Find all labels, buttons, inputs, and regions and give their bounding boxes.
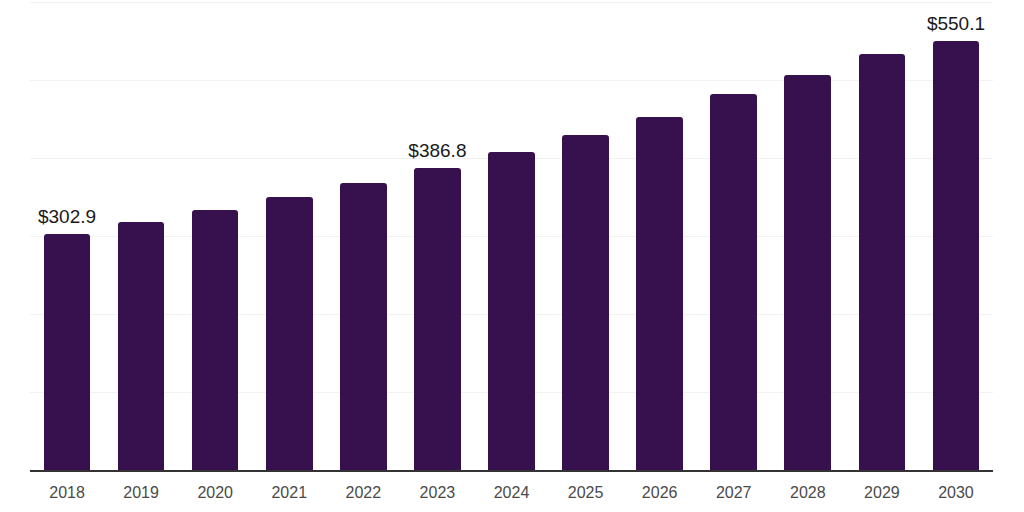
bar-slot-2021 — [252, 2, 326, 470]
x-tick-2025: 2025 — [549, 482, 623, 504]
bar-2021 — [266, 197, 313, 470]
bar-slot-2024 — [474, 2, 548, 470]
bar-chart: $302.9$386.8$550.1 201820192020202120222… — [0, 0, 1024, 512]
bar-slot-2018: $302.9 — [30, 2, 104, 470]
bar-2026 — [636, 117, 683, 470]
x-tick-2023: 2023 — [400, 482, 474, 504]
bar-slot-2030: $550.1 — [919, 2, 993, 470]
x-tick-2021: 2021 — [252, 482, 326, 504]
bar-2020 — [192, 210, 239, 470]
x-tick-2018: 2018 — [30, 482, 104, 504]
bar-slot-2020 — [178, 2, 252, 470]
x-tick-2026: 2026 — [623, 482, 697, 504]
x-axis: 2018201920202021202220232024202520262027… — [30, 482, 993, 506]
value-label-2030: $550.1 — [897, 13, 1016, 35]
x-tick-2024: 2024 — [474, 482, 548, 504]
bar-2025 — [562, 135, 609, 470]
x-tick-2028: 2028 — [771, 482, 845, 504]
bar-slot-2023: $386.8 — [400, 2, 474, 470]
bar-slot-2027 — [697, 2, 771, 470]
bar-slot-2026 — [623, 2, 697, 470]
bar-slot-2019 — [104, 2, 178, 470]
x-tick-2029: 2029 — [845, 482, 919, 504]
bar-2023 — [414, 168, 461, 470]
bar-2022 — [340, 183, 387, 470]
bar-slot-2029 — [845, 2, 919, 470]
bar-2030 — [933, 41, 980, 470]
bar-slot-2022 — [326, 2, 400, 470]
bar-2029 — [859, 54, 906, 470]
bar-slot-2025 — [549, 2, 623, 470]
x-tick-2022: 2022 — [326, 482, 400, 504]
plot-area: $302.9 $386.8 $550.1 — [30, 2, 993, 472]
bar-2018 — [44, 234, 91, 470]
bar-2027 — [710, 94, 757, 470]
bar-2028 — [784, 75, 831, 470]
bar-2019 — [118, 222, 165, 470]
bar-2024 — [488, 152, 535, 470]
x-tick-2019: 2019 — [104, 482, 178, 504]
bar-slot-2028 — [771, 2, 845, 470]
x-tick-2027: 2027 — [697, 482, 771, 504]
x-tick-2020: 2020 — [178, 482, 252, 504]
x-tick-2030: 2030 — [919, 482, 993, 504]
